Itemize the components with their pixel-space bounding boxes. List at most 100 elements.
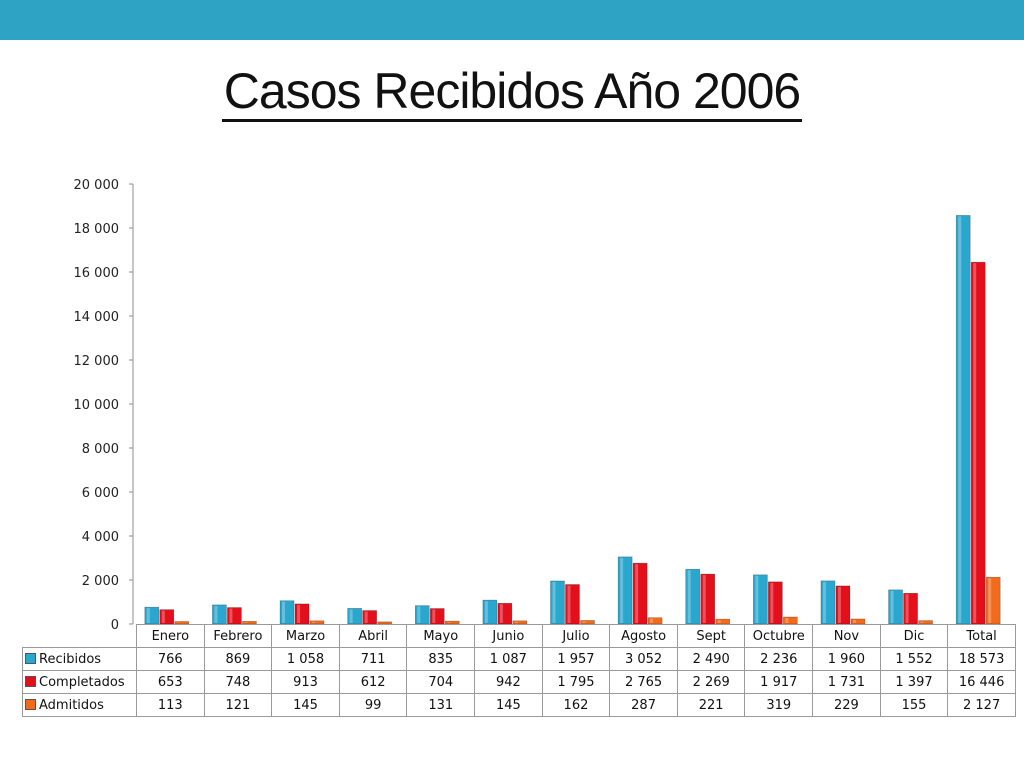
- table-cell: 711: [338, 647, 408, 671]
- bar-highlight: [282, 601, 286, 623]
- table-corner: [22, 624, 137, 648]
- category-label: Marzo: [271, 624, 340, 648]
- table-row: Completados 653 748 913 612 704 942 1 795 2 765 2…: [22, 670, 1016, 694]
- bar-highlight: [484, 601, 488, 623]
- legend-label: Completados: [39, 674, 125, 690]
- y-tick-label: 0: [111, 618, 119, 630]
- legend-key: [25, 675, 36, 687]
- bar-admitidos-octubre: [783, 616, 798, 625]
- table-cell: 121: [203, 693, 273, 717]
- table-cell: 1 917: [744, 670, 814, 694]
- bar-highlight: [785, 617, 789, 623]
- table-cell: 221: [676, 693, 746, 717]
- table-cell: 1 957: [541, 647, 611, 671]
- bar-highlight: [702, 575, 706, 623]
- table-cell: 145: [271, 693, 340, 717]
- table-cell: 162: [541, 693, 611, 717]
- table-cell: 1 731: [812, 670, 881, 694]
- table-cell: 2 269: [676, 670, 746, 694]
- bar-completados-dic: [903, 592, 918, 625]
- y-tick-label: 8 000: [82, 442, 119, 457]
- legend-label: Recibidos: [39, 651, 102, 667]
- bar-highlight: [349, 609, 353, 623]
- bar-highlight: [499, 604, 503, 623]
- table-cell: 942: [474, 670, 543, 694]
- bar-highlight: [852, 619, 856, 623]
- bar-admitidos-total: [985, 576, 1001, 625]
- table-cell: 704: [406, 670, 476, 694]
- table-cell: 155: [879, 693, 949, 717]
- table-cell: 287: [609, 693, 678, 717]
- bar-highlight: [905, 594, 909, 623]
- table-cell: 2 236: [744, 647, 814, 671]
- bar-highlight: [567, 585, 571, 623]
- y-tick-label: 2 000: [82, 574, 119, 589]
- bar-highlight: [146, 608, 150, 623]
- bar-highlight: [552, 581, 556, 623]
- bar-highlight: [635, 564, 639, 623]
- table-cell: 131: [406, 693, 476, 717]
- category-label: Dic: [879, 624, 949, 648]
- table-cell: 1 552: [879, 647, 949, 671]
- table-cell: 2 490: [676, 647, 746, 671]
- bar-highlight: [958, 216, 962, 624]
- table-cell: 913: [271, 670, 340, 694]
- table-cell: 1 087: [474, 647, 543, 671]
- table-cell: 1 397: [879, 670, 949, 694]
- bar-highlight: [447, 622, 451, 623]
- table-cell: 1 795: [541, 670, 611, 694]
- category-label: Mayo: [406, 624, 476, 648]
- table-row: Admitidos 113 121 145 99 131 145 162 287 221 319 22…: [22, 693, 1016, 717]
- table-cell: 1 058: [271, 647, 340, 671]
- table-cell: 113: [136, 693, 205, 717]
- bar-highlight: [312, 621, 316, 623]
- slide-title: Casos Recibidos Año 2006: [0, 62, 1024, 122]
- bar-highlight: [417, 606, 421, 623]
- bar-admitidos-dic: [918, 620, 933, 625]
- y-axis: 0 2 000 4 000 6 000 8 000 10 000 12 000 14 000 1…: [74, 178, 134, 630]
- category-label: Octubre: [744, 624, 814, 648]
- table-cell: 145: [474, 693, 543, 717]
- category-header-row: Enero Febrero Marzo Abril Mayo Junio Julio Agos…: [22, 624, 1016, 648]
- bar-highlight: [920, 621, 924, 623]
- y-tick-label: 12 000: [74, 354, 120, 369]
- category-label: Febrero: [203, 624, 273, 648]
- category-label: Nov: [812, 624, 881, 648]
- table-cell: 766: [136, 647, 205, 671]
- y-tick-label: 18 000: [74, 222, 120, 237]
- table-row: Recibidos 766 869 1 058 711 835 1 087 1 957 3 05…: [22, 647, 1016, 671]
- bar-recibidos-total: [955, 215, 971, 625]
- bar-recibidos-agosto: [617, 556, 633, 625]
- bar-highlight: [973, 263, 977, 623]
- top-accent-bar: [0, 0, 1024, 40]
- y-tick-label: 4 000: [82, 530, 119, 545]
- bar-recibidos-marzo: [279, 600, 295, 625]
- bar-highlight: [214, 605, 218, 623]
- legend-entry: Completados: [22, 670, 137, 694]
- table-cell: 229: [812, 693, 881, 717]
- bar-highlight: [514, 621, 518, 623]
- bar-chart: 0 2 000 4 000 6 000 8 000 10 000 12 000 14 000 1…: [74, 178, 1001, 630]
- bar-highlight: [837, 586, 841, 623]
- bar-recibidos-dic: [888, 589, 903, 625]
- y-tick-label: 6 000: [82, 486, 119, 501]
- bar-admitidos-junio: [512, 620, 528, 625]
- y-tick-label: 16 000: [74, 266, 120, 281]
- bars: [144, 215, 1001, 625]
- bar-highlight: [161, 610, 165, 623]
- category-label: Julio: [541, 624, 611, 648]
- category-label: Junio: [474, 624, 543, 648]
- table-cell: 16 446: [947, 670, 1016, 694]
- bar-highlight: [364, 611, 368, 623]
- y-tick-label: 14 000: [74, 310, 120, 325]
- table-cell: 835: [406, 647, 476, 671]
- y-tick-label: 10 000: [74, 398, 120, 413]
- legend-label: Admitidos: [39, 697, 104, 713]
- table-cell: 1 960: [812, 647, 881, 671]
- bar-recibidos-junio: [482, 599, 498, 625]
- category-label: Enero: [136, 624, 205, 648]
- bar-highlight: [297, 604, 301, 623]
- bar-highlight: [650, 618, 654, 623]
- table-cell: 99: [338, 693, 408, 717]
- legend-key: [25, 698, 36, 710]
